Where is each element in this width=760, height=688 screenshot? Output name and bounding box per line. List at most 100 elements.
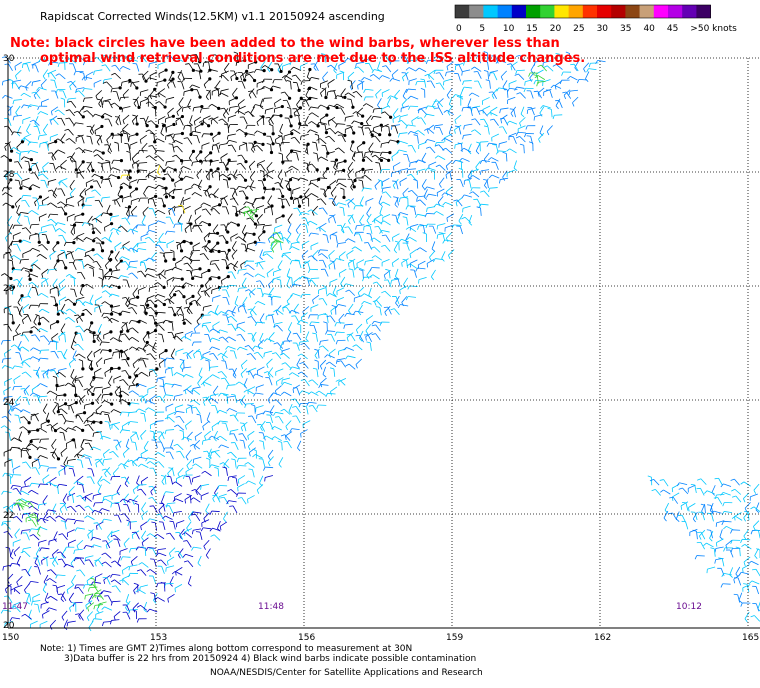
wind-barb	[467, 169, 473, 177]
wind-barb	[438, 107, 444, 116]
map-panel	[0, 51, 760, 632]
contamination-circle	[360, 121, 364, 126]
wind-barb	[246, 201, 254, 205]
wind-barb-flag	[149, 95, 153, 100]
wind-barb	[35, 64, 39, 73]
wind-barb-flag	[488, 188, 491, 193]
contamination-circle	[56, 241, 60, 245]
wind-barb-flag	[38, 244, 43, 247]
wind-barb-flag	[339, 206, 344, 209]
wind-barb	[399, 177, 407, 183]
wind-barb	[295, 74, 302, 82]
wind-barb	[108, 118, 113, 127]
wind-barb	[185, 175, 194, 179]
contamination-circle	[144, 311, 148, 315]
wind-barb	[260, 164, 266, 172]
wind-barb-flag	[448, 255, 451, 260]
wind-barb-flag	[422, 232, 427, 235]
colorbar-swatch	[582, 5, 598, 18]
contamination-circle	[145, 340, 149, 345]
wind-barb-flag	[319, 227, 321, 232]
wind-barb-flag	[148, 145, 153, 147]
wind-barb-flag	[364, 261, 366, 266]
wind-barb	[84, 149, 93, 152]
wind-barb-flag	[33, 369, 38, 372]
wind-barb-flag	[307, 121, 312, 124]
contamination-circle	[100, 175, 104, 180]
wind-barb	[314, 63, 319, 71]
contamination-circle	[253, 240, 257, 244]
contamination-circle	[126, 357, 130, 361]
wind-barb-flag	[119, 66, 124, 70]
wind-barb	[421, 179, 427, 187]
wind-barb	[310, 209, 318, 215]
wind-barb-flag	[362, 58, 366, 62]
wind-barb-flag	[91, 227, 96, 230]
wind-barb	[399, 140, 408, 144]
wind-barb	[197, 225, 203, 233]
wind-barb	[87, 263, 95, 269]
wind-barb-flag	[392, 166, 395, 171]
wind-barb	[462, 69, 471, 73]
wind-barb-flag	[399, 170, 401, 175]
wind-barb	[70, 155, 77, 163]
wind-barb-flag	[245, 125, 248, 130]
contamination-circle	[289, 124, 293, 128]
wind-barb	[183, 197, 191, 202]
wind-barb-flag	[248, 415, 253, 417]
contamination-circle	[161, 124, 166, 128]
contamination-circle	[262, 177, 266, 182]
wind-barb	[50, 133, 58, 138]
contamination-circle	[109, 257, 113, 262]
wind-barb	[277, 260, 283, 268]
wind-barb-flag	[27, 150, 31, 154]
wind-barb	[437, 232, 446, 236]
wind-barb-flag	[588, 63, 591, 68]
wind-barb-flag	[389, 60, 392, 65]
wind-barb	[64, 250, 67, 259]
contamination-circle	[243, 78, 247, 82]
wind-barb	[213, 208, 220, 215]
wind-barb-flag	[270, 114, 274, 119]
wind-barb	[220, 88, 229, 92]
wind-barb	[368, 142, 374, 150]
wind-barb	[52, 278, 58, 286]
wind-barb	[357, 80, 365, 86]
contamination-circle	[289, 196, 294, 200]
wind-barb	[434, 124, 443, 127]
wind-barb-flag	[74, 379, 79, 381]
wind-barb	[449, 172, 453, 181]
wind-barb-flag	[300, 136, 302, 141]
wind-barb-flag	[389, 78, 393, 82]
wind-barb	[39, 231, 48, 234]
wind-barb-flag	[204, 192, 207, 197]
wind-barb-flag	[129, 193, 132, 198]
wind-barb-flag	[132, 164, 134, 169]
wind-barb	[237, 210, 246, 215]
wind-barb	[149, 155, 156, 161]
wind-barb-flag	[41, 200, 44, 206]
wind-barb-flag	[345, 199, 350, 202]
wind-barb-flag	[158, 275, 161, 280]
wind-barb	[421, 152, 427, 161]
wind-barb	[205, 208, 212, 216]
wind-barb-flag	[173, 396, 176, 401]
wind-barb-flag	[55, 228, 60, 231]
wind-barb-flag	[391, 156, 394, 161]
wind-barb	[158, 244, 164, 252]
wind-barb	[39, 253, 47, 260]
wind-barb-flag	[352, 91, 357, 94]
wind-barb	[306, 145, 309, 154]
wind-barb	[384, 245, 391, 252]
wind-barb-flag	[327, 83, 330, 88]
wind-barb-flag	[14, 414, 19, 416]
wind-barb	[177, 214, 183, 222]
contamination-circle	[29, 157, 34, 162]
wind-barb	[152, 208, 157, 217]
wind-barb-flag	[42, 142, 47, 144]
wind-barb	[149, 229, 157, 234]
wind-barb	[428, 161, 437, 166]
wind-barb-flag	[425, 146, 430, 149]
wind-barb-flag	[461, 71, 463, 76]
wind-barb	[372, 151, 381, 154]
